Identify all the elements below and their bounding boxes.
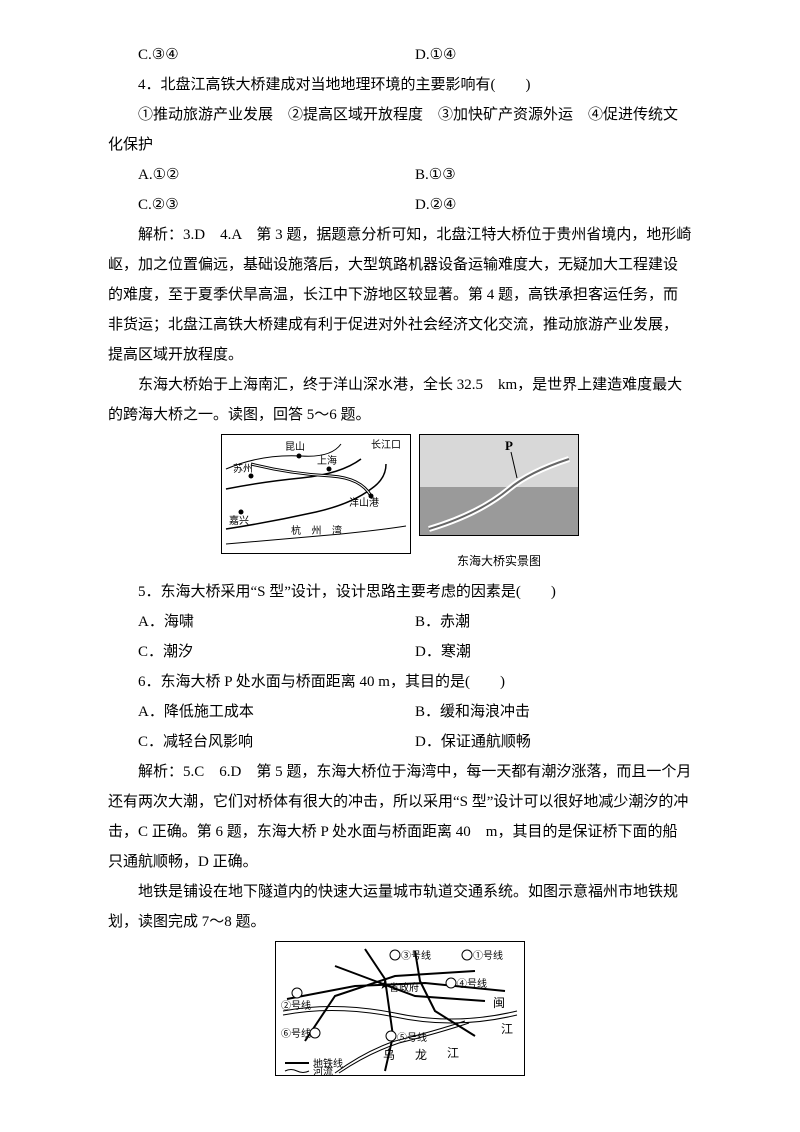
- q4-optA: A.①②: [138, 160, 415, 190]
- q6-optB: B．缓和海浪冲击: [415, 697, 692, 727]
- q6-optA: A．降低施工成本: [138, 697, 415, 727]
- q6-optD: D．保证通航顺畅: [415, 727, 692, 757]
- intro-5-6: 东海大桥始于上海南汇，终于洋山深水港，全长 32.5 km，是世界上建造难度最大…: [108, 370, 692, 430]
- photo-svg: P: [419, 434, 579, 536]
- q4-optC: C.②③: [138, 190, 415, 220]
- q3-optD: D.①④: [415, 40, 692, 70]
- lbl-line2: ②号线: [281, 999, 311, 1012]
- q5-options-row-ab: A．海啸 B．赤潮: [108, 607, 692, 637]
- lbl-long: 龙: [415, 1048, 427, 1062]
- q5-options-row-cd: C．潮汐 D．寒潮: [108, 637, 692, 667]
- q4-options-row-ab: A.①② B.①③: [108, 160, 692, 190]
- legend-river: 河流: [313, 1065, 333, 1076]
- q6-options-row-cd: C．减轻台风影响 D．保证通航顺畅: [108, 727, 692, 757]
- q5-stem: 5．东海大桥采用“S 型”设计，设计思路主要考虑的因素是( ): [108, 577, 692, 607]
- q4-options-row-cd: C.②③ D.②④: [108, 190, 692, 220]
- lbl-ysg: 洋山港: [349, 496, 379, 509]
- figure-row-5-6: 昆山 苏州 上海 嘉兴 长江口 洋山港 杭 州 湾: [108, 434, 692, 573]
- lbl-line1: ①号线: [473, 949, 503, 962]
- q5-optC: C．潮汐: [138, 637, 415, 667]
- map-fuzhou: ★ ①号线 ③号线 ②号线 ④号线 ⑤号线 ⑥号线 省政府 闽 江 乌 龙 江 …: [275, 941, 525, 1076]
- intro-7-8: 地铁是铺设在地下隧道内的快速大运量城市轨道交通系统。如图示意福州市地铁规划，读图…: [108, 877, 692, 937]
- lbl-wu: 乌: [383, 1047, 395, 1062]
- q3-optC: C.③④: [138, 40, 415, 70]
- q5-optB: B．赤潮: [415, 607, 692, 637]
- lbl-line3: ③号线: [401, 949, 431, 962]
- photo-donghai: P 东海大桥实景图: [419, 434, 579, 573]
- q4-optB: B.①③: [415, 160, 692, 190]
- lbl-kunshan: 昆山: [285, 441, 305, 453]
- q3-options-row-cd: C.③④ D.①④: [108, 40, 692, 70]
- answer-3-4: 解析：3.D 4.A 第 3 题，据题意分析可知，北盘江特大桥位于贵州省境内，地…: [108, 220, 692, 370]
- q6-optC: C．减轻台风影响: [138, 727, 415, 757]
- q5-optA: A．海啸: [138, 607, 415, 637]
- figure-row-7-8: ★ ①号线 ③号线 ②号线 ④号线 ⑤号线 ⑥号线 省政府 闽 江 乌 龙 江 …: [108, 941, 692, 1076]
- map-donghai: 昆山 苏州 上海 嘉兴 长江口 洋山港 杭 州 湾: [221, 434, 411, 565]
- lbl-P: P: [505, 438, 513, 453]
- q4-sub: ①推动旅游产业发展 ②提高区域开放程度 ③加快矿产资源外运 ④促进传统文化保护: [108, 100, 692, 160]
- map-svg: 昆山 苏州 上海 嘉兴 长江口 洋山港 杭 州 湾: [221, 434, 411, 554]
- answer-5-6: 解析：5.C 6.D 第 5 题，东海大桥位于海湾中，每一天都有潮汐涨落，而且一…: [108, 757, 692, 877]
- lbl-gov: 省政府: [389, 981, 419, 994]
- lbl-line4: ④号线: [457, 977, 487, 990]
- lbl-hzw: 杭 州 湾: [291, 524, 346, 537]
- photo-caption: 东海大桥实景图: [419, 549, 579, 573]
- lbl-line6: ⑥号线: [281, 1027, 311, 1040]
- lbl-jiang: 江: [501, 1022, 513, 1036]
- lbl-min: 闽: [493, 996, 505, 1010]
- lbl-jiang2: 江: [447, 1046, 459, 1060]
- page-root: C.③④ D.①④ 4．北盘江高铁大桥建成对当地地理环境的主要影响有( ) ①推…: [0, 0, 800, 1132]
- lbl-jiaxing: 嘉兴: [229, 514, 249, 527]
- q4-optD: D.②④: [415, 190, 692, 220]
- q4-stem: 4．北盘江高铁大桥建成对当地地理环境的主要影响有( ): [108, 70, 692, 100]
- lbl-line5: ⑤号线: [397, 1031, 427, 1044]
- lbl-cjk: 长江口: [371, 439, 401, 451]
- q6-stem: 6．东海大桥 P 处水面与桥面距离 40 m，其目的是( ): [108, 667, 692, 697]
- q6-options-row-ab: A．降低施工成本 B．缓和海浪冲击: [108, 697, 692, 727]
- q5-optD: D．寒潮: [415, 637, 692, 667]
- lbl-shanghai: 上海: [317, 454, 337, 467]
- lbl-suzhou: 苏州: [233, 462, 253, 475]
